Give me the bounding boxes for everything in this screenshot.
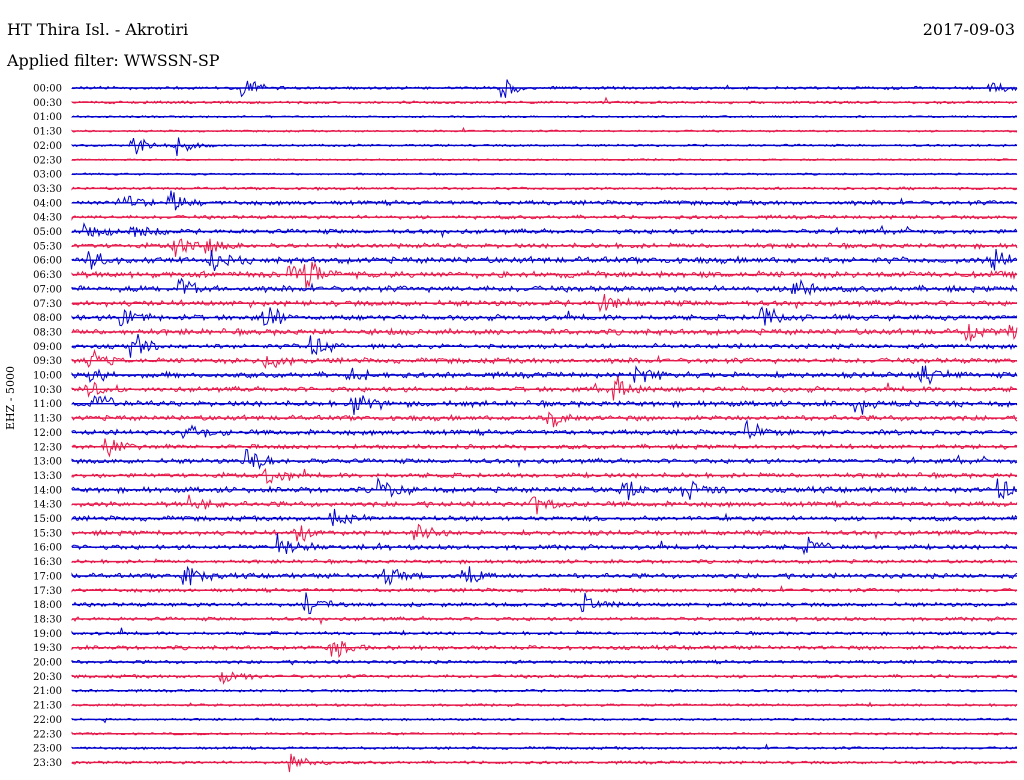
trace-row [71,365,1018,386]
time-tick-label: 01:30 [33,127,62,138]
trace-row [71,448,1018,470]
time-tick-label: 00:00 [33,84,62,95]
time-tick-label: 18:30 [33,614,62,625]
time-tick-label: 12:00 [33,428,62,439]
trace-row [71,418,1018,440]
time-tick-label: 09:00 [33,342,62,353]
time-tick-label: 04:30 [33,213,62,224]
time-tick-label: 02:00 [33,141,62,152]
trace-row [71,324,1018,342]
time-tick-label: 08:00 [33,313,62,324]
trace-row [71,592,1018,615]
time-tick-label: 10:00 [33,371,62,382]
time-tick-label: 13:30 [33,471,62,482]
time-tick-label: 12:30 [33,442,62,453]
trace-row [71,671,1018,685]
time-tick-label: 07:00 [33,284,62,295]
time-tick-label: 05:00 [33,227,62,238]
time-tick-label: 16:00 [33,543,62,554]
time-tick-label: 05:30 [33,241,62,252]
time-tick-label: 19:30 [33,643,62,654]
trace-row [71,294,1018,313]
time-tick-label: 21:00 [33,686,62,697]
trace-row [71,585,1018,594]
time-tick-label: 22:00 [33,715,62,726]
time-tick-label: 03:30 [33,184,62,195]
trace-row [71,348,1018,370]
time-tick-label: 21:30 [33,701,62,712]
time-tick-label: 02:30 [33,155,62,166]
date-label: 2017-09-03 [922,20,1015,39]
time-tick-label: 11:30 [33,414,62,425]
time-tick-label: 10:30 [33,385,62,396]
trace-row [71,640,1018,658]
trace-row [71,137,1018,157]
time-tick-label: 17:30 [33,586,62,597]
time-tick-label: 20:00 [33,658,62,669]
time-tick-label: 14:00 [33,485,62,496]
time-tick-label: 07:30 [33,299,62,310]
trace-row [71,277,1018,296]
time-tick-label: 20:30 [33,672,62,683]
time-tick-label: 14:30 [33,500,62,511]
time-tick-label: 00:30 [33,98,62,109]
time-tick-label: 06:30 [33,270,62,281]
trace-row [71,306,1018,327]
trace-row [71,411,1018,428]
trace-row [71,395,1018,416]
time-tick-label: 19:00 [33,629,62,640]
trace-row [71,222,1018,239]
time-tick-label: 08:30 [33,327,62,338]
time-tick-label: 13:00 [33,457,62,468]
trace-row [71,615,1018,626]
time-tick-label: 18:00 [33,600,62,611]
time-tick-labels: 00:00 00:30 01:00 01:30 02:00 02:30 03:00 03:30… [33,84,62,769]
time-tick-label: 06:00 [33,256,62,267]
trace-row [71,508,1018,527]
filter-line: Applied filter: WWSSN-SP [7,51,220,70]
time-tick-label: 04:00 [33,198,62,209]
time-tick-label: 23:30 [33,758,62,769]
time-tick-label: 15:00 [33,514,62,525]
station-title: HT Thira Isl. - Akrotiri [7,20,189,39]
time-tick-label: 03:00 [33,170,62,181]
trace-row [71,376,1018,401]
time-tick-label: 09:30 [33,356,62,367]
time-tick-label: 17:00 [33,571,62,582]
seismogram-traces [71,79,1018,773]
filter-label: Applied filter: [7,51,119,70]
trace-row [71,238,1018,257]
time-tick-label: 11:00 [33,399,62,410]
time-tick-label: 01:00 [33,112,62,123]
time-tick-label: 23:00 [33,744,62,755]
time-tick-label: 15:30 [33,528,62,539]
filter-name: WWSSN-SP [123,51,220,70]
time-tick-label: 22:30 [33,729,62,740]
time-tick-label: 16:30 [33,557,62,568]
trace-row [71,190,1018,211]
